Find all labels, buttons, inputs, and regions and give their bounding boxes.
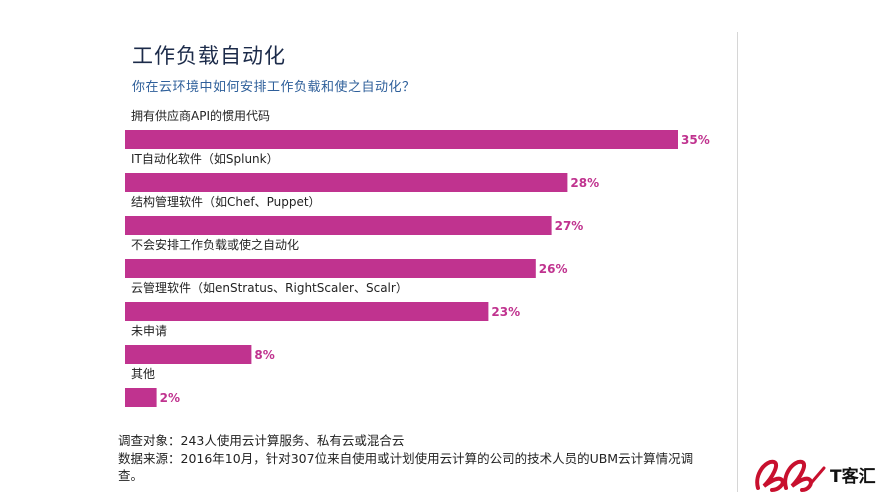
- logo-text: T客汇: [830, 467, 876, 487]
- bar-chart: 拥有供应商API的惯用代码 35% IT自动化软件（如Splunk） 28% 结构管理软…: [125, 108, 710, 407]
- value-label: 23%: [491, 305, 520, 319]
- category-label: 结构管理软件（如Chef、Puppet）: [131, 194, 321, 209]
- logo-swirl-1: [755, 459, 785, 492]
- value-label: 35%: [681, 133, 710, 147]
- value-label: 8%: [254, 348, 274, 362]
- txkh-logo: [755, 459, 826, 492]
- bar: [125, 216, 552, 235]
- category-label: IT自动化软件（如Splunk）: [131, 151, 279, 166]
- chart-title: 工作负载自动化: [132, 44, 286, 68]
- category-label: 拥有供应商API的惯用代码: [131, 108, 270, 123]
- bar: [125, 345, 252, 364]
- category-label: 未申请: [131, 324, 167, 338]
- bar: [125, 130, 678, 149]
- bar: [125, 302, 489, 321]
- bar: [125, 173, 568, 192]
- value-label: 2%: [160, 391, 180, 405]
- logo-tail: [810, 466, 826, 484]
- logo-swirl-2: [783, 459, 813, 492]
- category-label: 其他: [131, 367, 155, 381]
- bar: [125, 388, 157, 407]
- value-label: 27%: [555, 219, 584, 233]
- divider: [737, 32, 738, 492]
- category-label: 云管理软件（如enStratus、RightScaler、Scalr）: [131, 280, 408, 295]
- value-label: 26%: [539, 262, 568, 276]
- value-label: 28%: [570, 176, 599, 190]
- category-label: 不会安排工作负载或使之自动化: [131, 237, 299, 252]
- chart-subtitle: 你在云环境中如何安排工作负载和使之自动化？: [132, 80, 416, 95]
- bar: [125, 259, 536, 278]
- source-note: 数据来源：2016年10月，针对307位来自使用或计划使用云计算的公司的技术人员…: [118, 451, 694, 483]
- survey-note: 调查对象：243人使用云计算服务、私有云或混合云: [118, 433, 405, 448]
